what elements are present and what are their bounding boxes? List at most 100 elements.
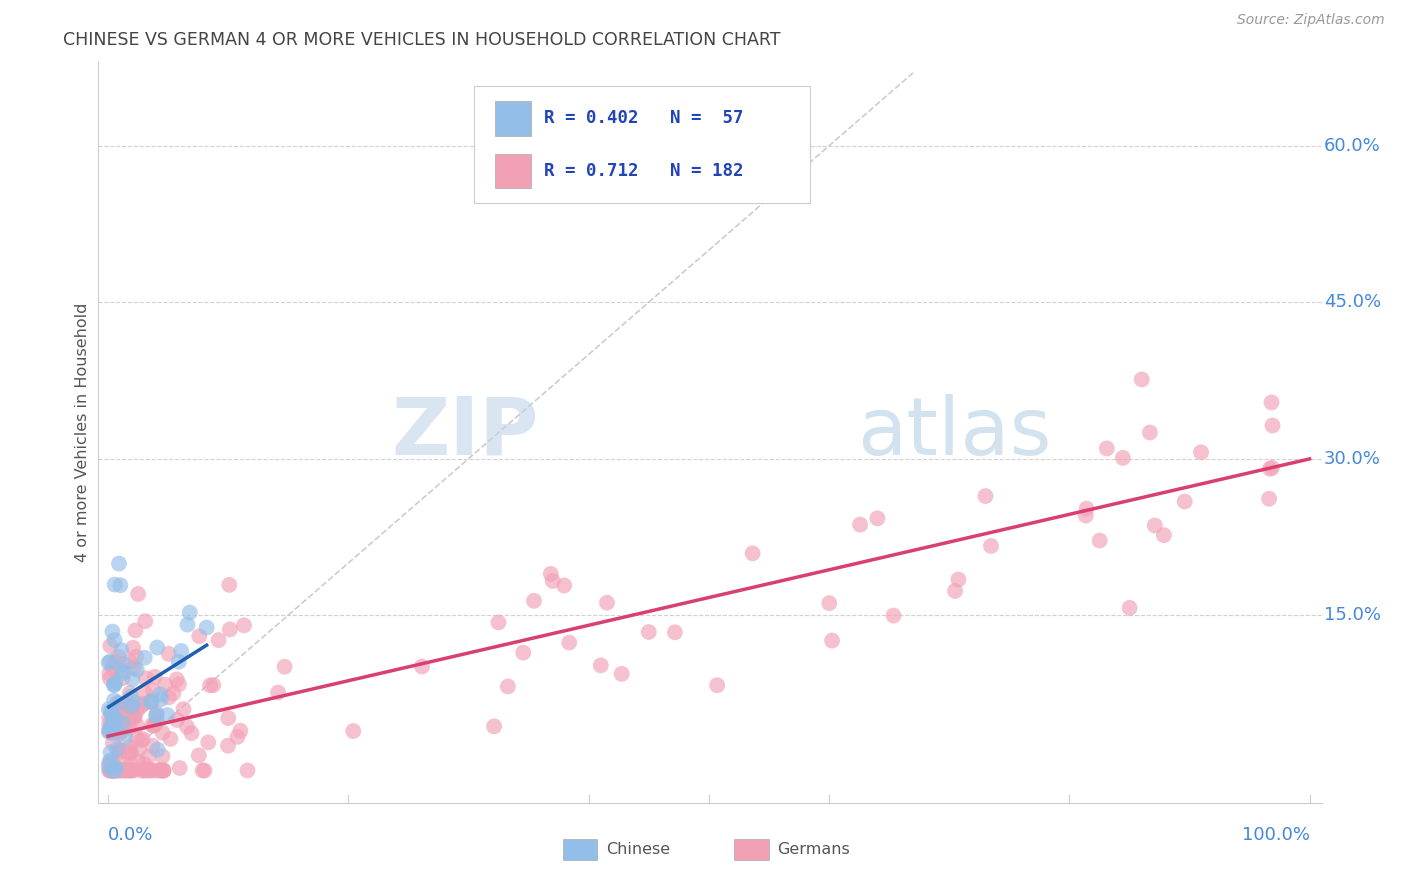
Point	[167, 655, 190, 669]
Point	[107, 649, 129, 664]
Point	[108, 698, 131, 713]
Point	[103, 693, 125, 707]
Point	[105, 703, 128, 717]
Point	[98, 756, 121, 770]
Point	[943, 583, 966, 598]
Point	[114, 712, 136, 726]
Text: 0.0%: 0.0%	[108, 827, 153, 845]
Point	[706, 678, 728, 692]
Point	[219, 623, 242, 637]
Point	[1088, 533, 1111, 548]
Point	[131, 764, 153, 778]
Point	[98, 717, 121, 731]
Point	[141, 694, 163, 708]
Point	[217, 739, 239, 753]
Point	[118, 739, 141, 754]
Point	[118, 764, 141, 778]
Point	[558, 635, 581, 649]
Point	[108, 557, 131, 571]
Point	[107, 764, 129, 778]
Point	[104, 764, 127, 778]
Point	[195, 621, 218, 635]
Point	[118, 745, 141, 759]
Point	[135, 762, 157, 776]
Point	[138, 750, 160, 764]
Point	[104, 707, 127, 722]
Point	[100, 764, 122, 778]
Point	[114, 719, 136, 733]
Point	[172, 702, 194, 716]
Point	[97, 702, 120, 716]
Point	[142, 764, 165, 778]
Point	[100, 706, 122, 721]
Point	[152, 764, 174, 778]
Text: 60.0%: 60.0%	[1324, 136, 1381, 155]
Point	[114, 706, 136, 720]
Point	[108, 727, 131, 741]
Point	[145, 707, 167, 722]
Point	[104, 655, 127, 669]
Point	[217, 711, 239, 725]
Point	[1074, 508, 1097, 523]
Point	[1261, 460, 1284, 475]
Point	[124, 710, 146, 724]
Text: Germans: Germans	[778, 842, 851, 857]
Point	[103, 764, 125, 778]
Point	[821, 633, 844, 648]
Point	[169, 761, 191, 775]
Point	[97, 724, 120, 739]
Point	[1189, 445, 1212, 459]
Point	[143, 719, 166, 733]
Point	[596, 596, 619, 610]
Point	[207, 633, 229, 648]
Point	[176, 617, 198, 632]
Point	[1076, 501, 1098, 516]
Point	[111, 664, 134, 678]
Point	[97, 656, 120, 670]
Point	[1143, 518, 1166, 533]
Point	[883, 608, 905, 623]
Point	[267, 685, 290, 699]
Point	[97, 759, 120, 773]
Point	[132, 732, 155, 747]
Point	[197, 735, 219, 749]
Point	[127, 754, 149, 768]
Point	[152, 749, 174, 764]
Point	[111, 723, 134, 738]
Point	[129, 698, 152, 713]
Point	[149, 687, 172, 701]
Point	[948, 573, 970, 587]
Point	[152, 764, 174, 778]
Point	[114, 731, 136, 745]
Point	[100, 764, 122, 778]
Point	[100, 764, 122, 778]
Point	[166, 713, 188, 727]
Point	[142, 683, 165, 698]
Point	[108, 701, 131, 715]
Point	[111, 715, 134, 730]
Point	[120, 745, 142, 759]
Point	[589, 658, 612, 673]
Point	[127, 587, 149, 601]
Point	[139, 695, 162, 709]
Point	[120, 699, 142, 714]
Point	[125, 649, 148, 664]
Text: 15.0%: 15.0%	[1324, 606, 1381, 624]
Point	[980, 539, 1002, 553]
Point	[157, 690, 180, 705]
Point	[103, 713, 125, 727]
Point	[122, 660, 145, 674]
Text: ZIP: ZIP	[391, 393, 538, 472]
Point	[664, 625, 686, 640]
Bar	[564, 839, 598, 860]
Point	[120, 655, 142, 669]
Point	[149, 692, 172, 706]
Text: Source: ZipAtlas.com: Source: ZipAtlas.com	[1237, 13, 1385, 28]
Point	[127, 703, 149, 717]
Point	[121, 673, 143, 687]
Point	[162, 686, 184, 700]
Point	[121, 764, 143, 778]
Point	[180, 726, 202, 740]
Point	[118, 686, 141, 700]
Point	[101, 711, 124, 725]
